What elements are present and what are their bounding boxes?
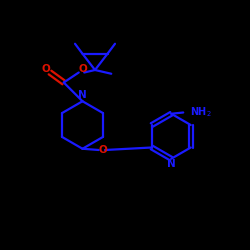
Text: N: N	[168, 159, 176, 169]
Text: O: O	[99, 145, 108, 155]
Text: O: O	[78, 64, 87, 74]
Text: O: O	[41, 64, 50, 74]
Text: NH$_2$: NH$_2$	[190, 106, 212, 120]
Text: N: N	[78, 90, 87, 100]
